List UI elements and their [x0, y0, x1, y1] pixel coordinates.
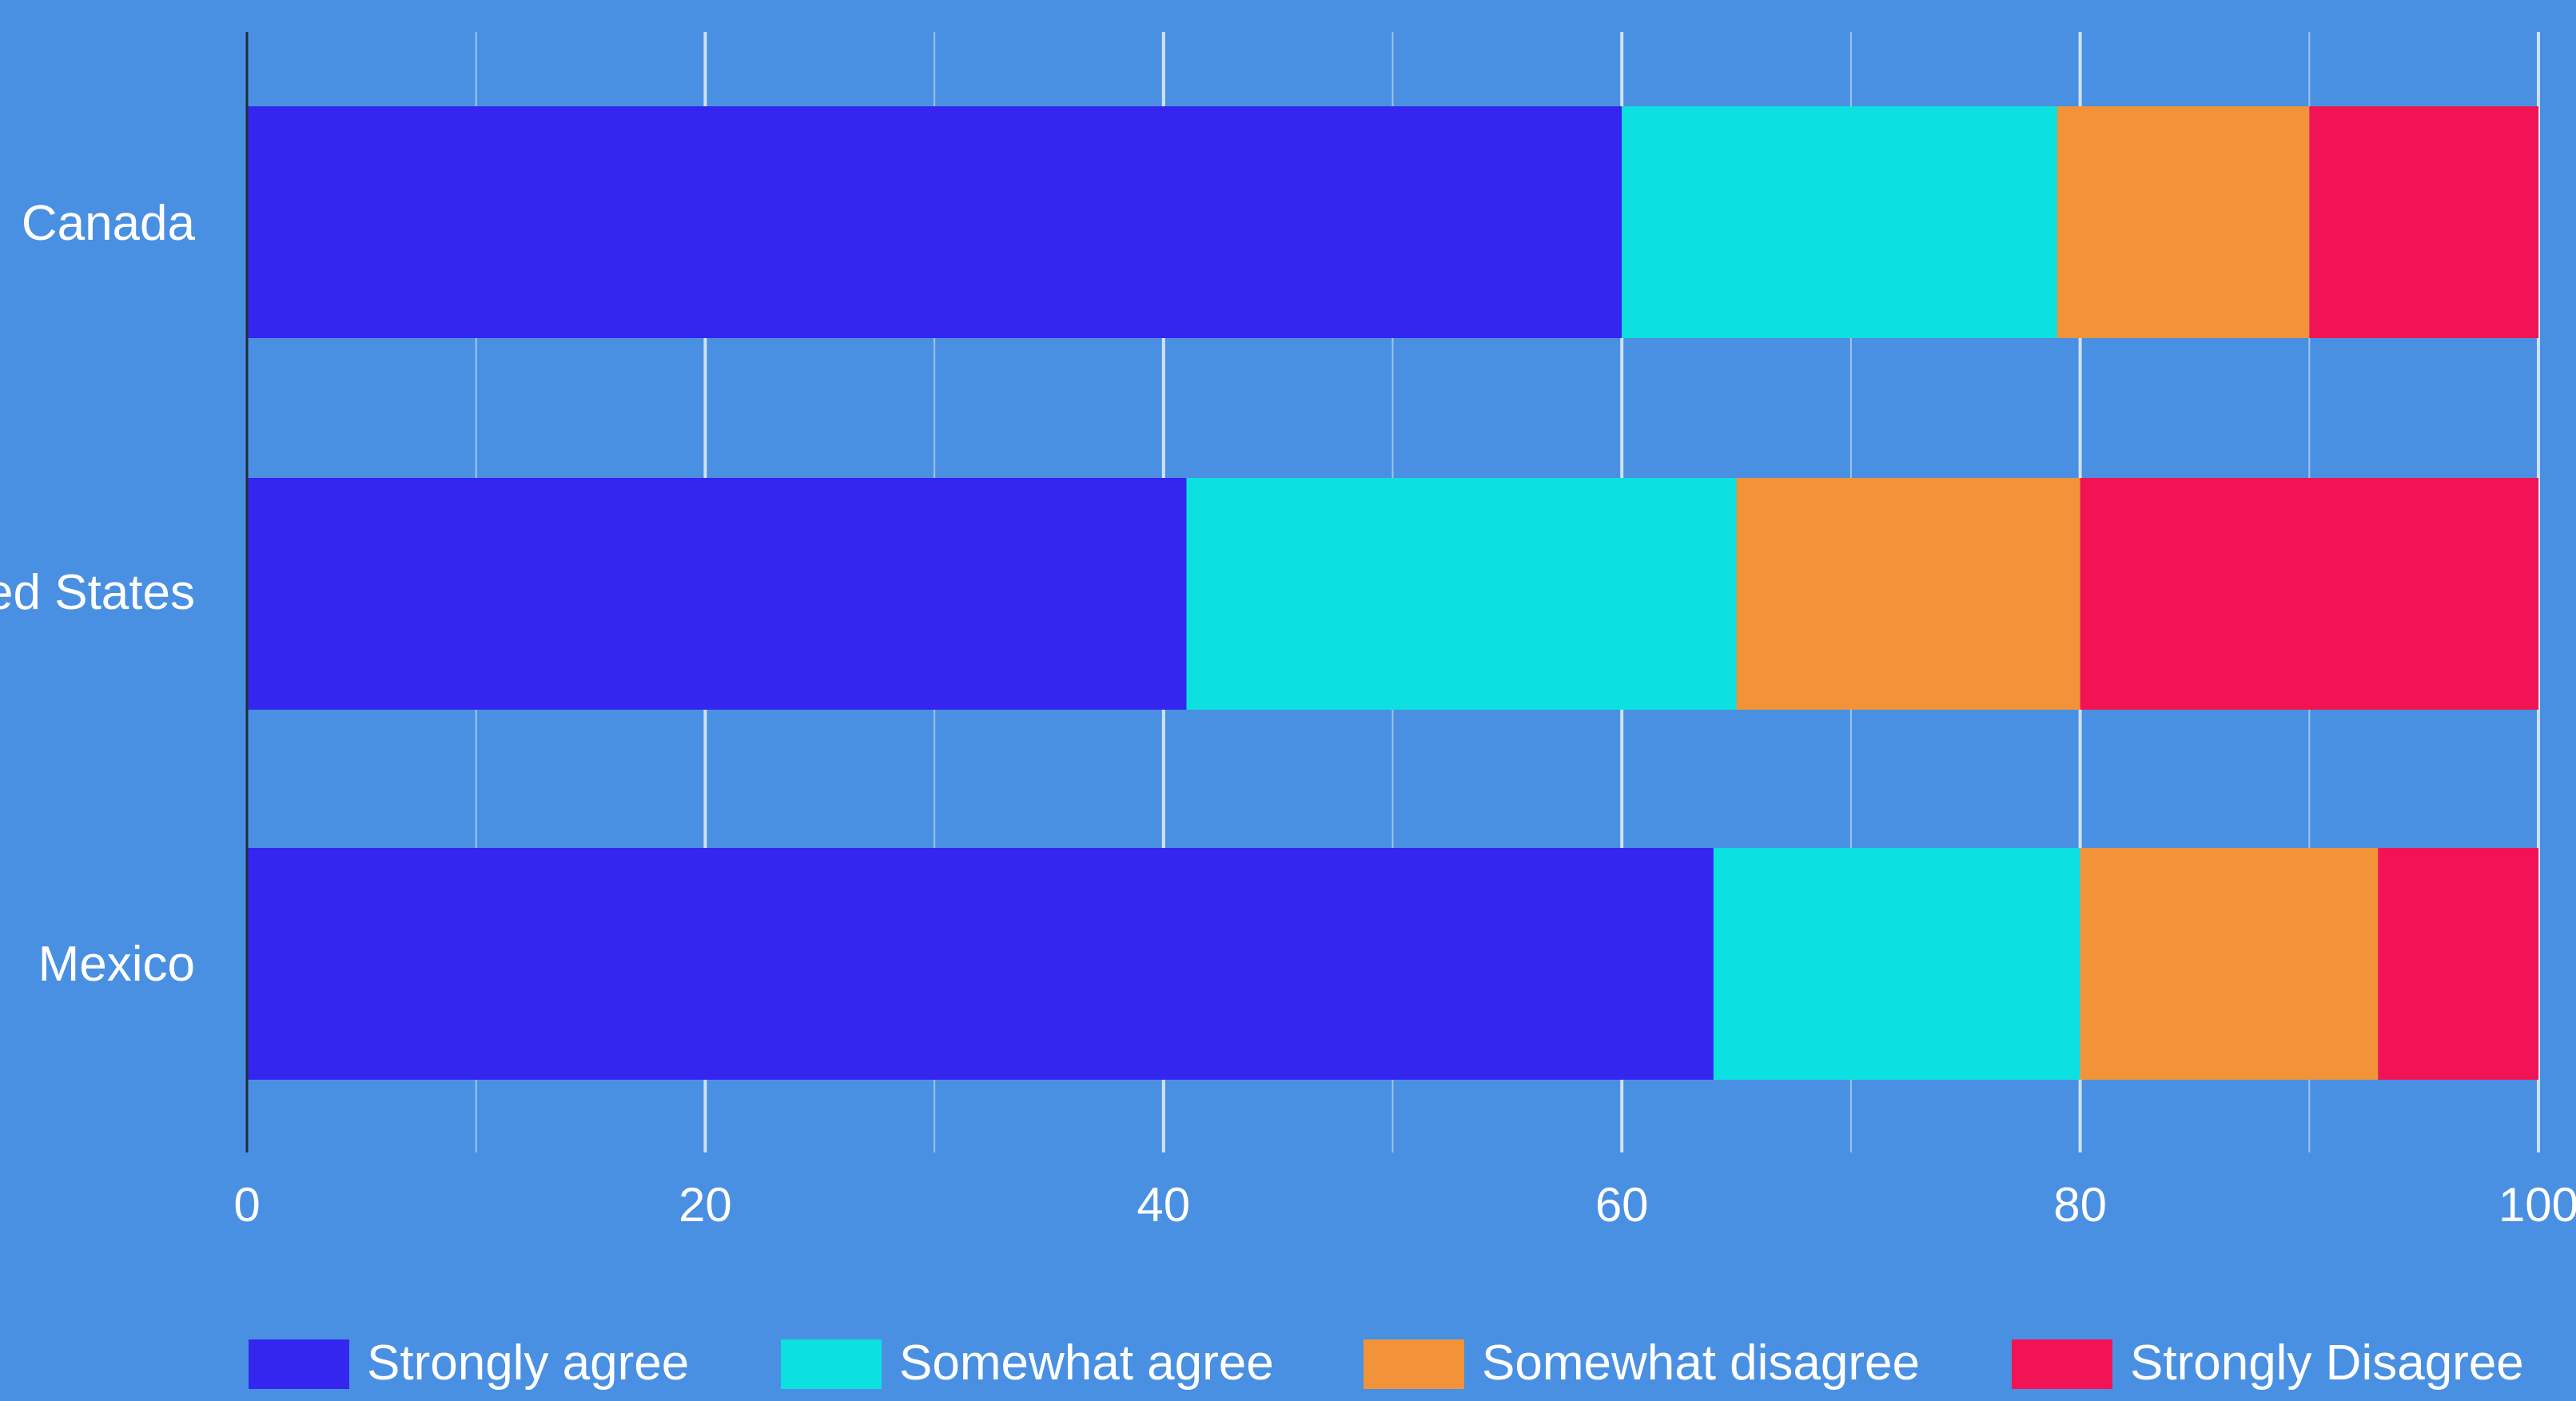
bar-canada-strongly-disagree	[2309, 106, 2538, 338]
bar-canada-strongly-agree	[247, 106, 1622, 338]
bar-mexico-somewhat-agree	[1713, 848, 2080, 1080]
legend-label: Strongly agree	[367, 1335, 689, 1391]
category-label: Canada	[22, 196, 196, 251]
legend-label: Somewhat agree	[899, 1335, 1274, 1391]
category-label: United States	[0, 565, 195, 620]
bar-united-states-strongly-agree	[247, 478, 1187, 710]
x-tick-label: 60	[1595, 1178, 1649, 1232]
bar-canada-somewhat-disagree	[2056, 106, 2310, 338]
legend-item-strongly-disagree: Strongly Disagree	[2012, 1335, 2524, 1391]
bar-mexico-strongly-agree	[247, 848, 1714, 1080]
x-tick-labels: 0 20 40 60 80 100	[233, 1178, 2576, 1232]
legend-label: Strongly Disagree	[2130, 1335, 2524, 1391]
legend-item-strongly-agree: Strongly agree	[249, 1335, 689, 1391]
x-tick-label: 20	[679, 1178, 732, 1232]
x-tick-label: 80	[2053, 1178, 2107, 1232]
x-tick-label: 0	[233, 1178, 260, 1232]
bar-united-states-strongly-disagree	[2080, 478, 2538, 710]
legend-label: Somewhat disagree	[1482, 1335, 1920, 1391]
legend-swatch	[1364, 1339, 1464, 1389]
legend-item-somewhat-disagree: Somewhat disagree	[1364, 1335, 1920, 1391]
bar-mexico-somewhat-disagree	[2080, 848, 2379, 1080]
legend-swatch	[2012, 1339, 2112, 1389]
bar-mexico-strongly-disagree	[2378, 848, 2538, 1080]
bar-canada-somewhat-agree	[1622, 106, 2057, 338]
legend: Strongly agree Somewhat agree Somewhat dis…	[249, 1335, 2524, 1391]
legend-swatch	[781, 1339, 882, 1389]
legend-item-somewhat-agree: Somewhat agree	[781, 1335, 1274, 1391]
bars	[247, 106, 2538, 1080]
x-tick-label: 40	[1137, 1178, 1190, 1232]
category-labels: Canada United States Mexico	[0, 196, 196, 992]
legend-swatch	[249, 1339, 349, 1389]
bar-united-states-somewhat-agree	[1186, 478, 1737, 710]
x-tick-label: 100	[2498, 1178, 2576, 1232]
category-label: Mexico	[38, 937, 195, 992]
bar-united-states-somewhat-disagree	[1736, 478, 2080, 710]
